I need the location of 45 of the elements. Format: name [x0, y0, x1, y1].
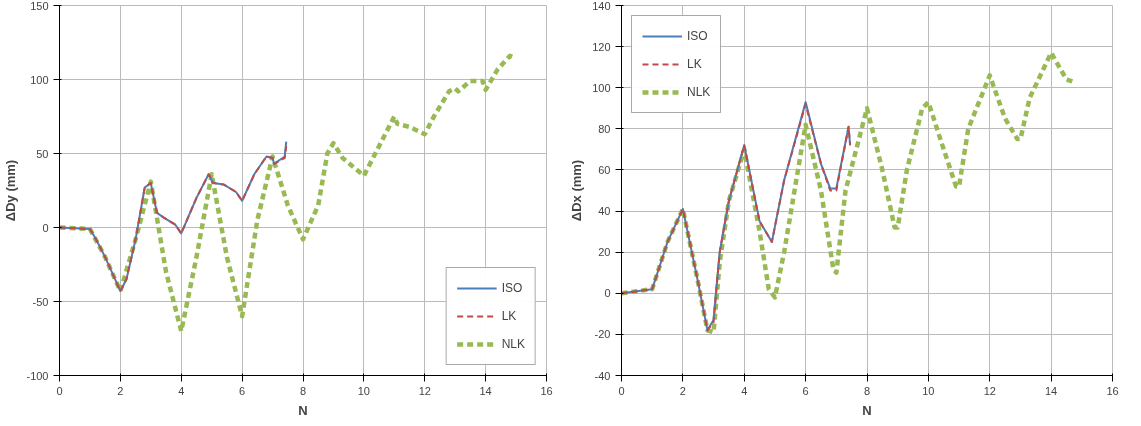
x-tick-label: 0	[56, 384, 63, 397]
legend-label: ISO	[501, 281, 523, 295]
legend-label: NLK	[501, 337, 525, 351]
y-axis-title: ΔDx (mm)	[569, 159, 585, 222]
x-tick-label: 10	[922, 384, 935, 397]
y-tick-label: 0	[42, 221, 49, 234]
y-axis-title: ΔDy (mm)	[3, 159, 19, 222]
x-tick-label: 4	[178, 384, 185, 397]
x-tick-label: 12	[418, 384, 431, 397]
y-tick-label: -100	[26, 369, 49, 382]
y-tick-label: 100	[592, 81, 611, 94]
y-tick-label: 50	[36, 147, 49, 160]
y-tick-label: 100	[30, 73, 49, 86]
y-tick-label: 80	[598, 122, 611, 135]
x-tick-label: 0	[618, 384, 625, 397]
y-tick-label: -20	[594, 328, 611, 341]
y-tick-label: 150	[30, 0, 49, 12]
legend-label: LK	[687, 57, 703, 71]
legend-label: LK	[501, 309, 518, 323]
x-tick-label: 6	[802, 384, 809, 397]
x-tick-label: 8	[299, 384, 307, 397]
legend-label: NLK	[687, 85, 711, 99]
x-tick-label: 14	[479, 384, 492, 397]
legend-label: ISO	[687, 29, 708, 43]
y-tick-label: -50	[32, 295, 49, 308]
y-tick-label: 40	[598, 205, 611, 218]
x-tick-label: 16	[1106, 384, 1119, 397]
y-tick-label: -40	[594, 369, 611, 382]
x-tick-label: 2	[679, 384, 686, 397]
line-series	[621, 50, 1075, 335]
x-tick-label: 2	[117, 384, 124, 397]
y-tick-label: 0	[604, 287, 611, 300]
y-tick-label: 140	[592, 0, 611, 12]
x-tick-label: 10	[357, 384, 371, 397]
x-tick-label: 14	[1045, 384, 1058, 397]
x-tick-label: 12	[983, 384, 996, 397]
y-tick-label: 20	[598, 246, 611, 259]
x-tick-label: 8	[863, 384, 871, 397]
x-tick-label: 16	[540, 384, 553, 397]
x-tick-label: 6	[239, 384, 246, 397]
y-tick-label: 120	[592, 40, 611, 53]
x-axis-title: N	[862, 402, 872, 418]
x-axis-title: N	[298, 402, 308, 418]
y-tick-label: 60	[598, 163, 611, 176]
x-tick-label: 4	[741, 384, 748, 397]
